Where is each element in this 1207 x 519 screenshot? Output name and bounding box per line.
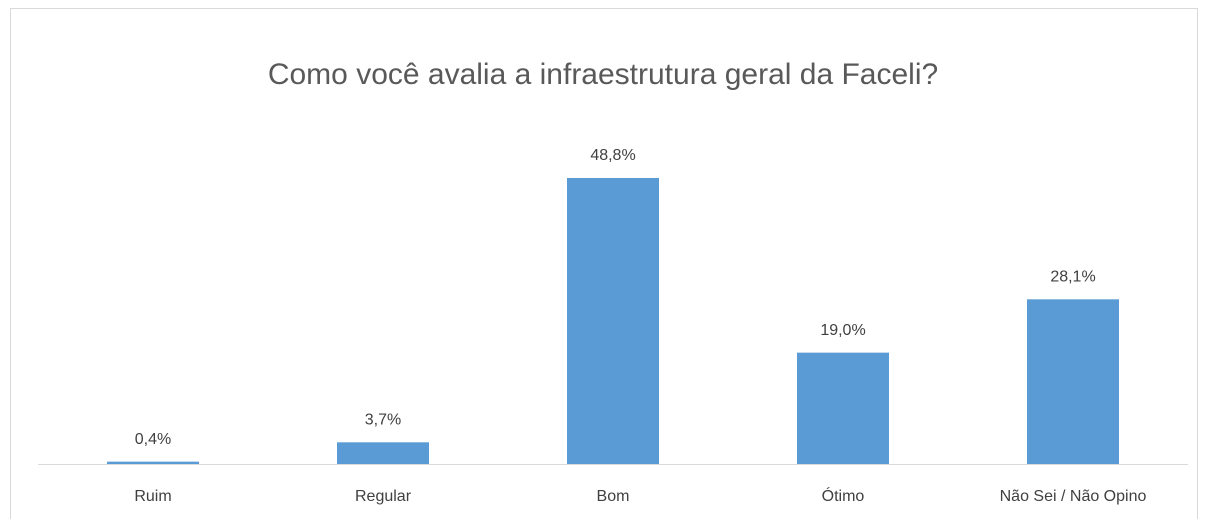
bar bbox=[567, 178, 659, 464]
data-label: 48,8% bbox=[590, 147, 635, 164]
bar bbox=[337, 442, 429, 464]
bar bbox=[107, 461, 199, 464]
x-tick-label: Ótimo bbox=[822, 486, 865, 505]
x-tick-label: Regular bbox=[355, 488, 412, 505]
bar bbox=[1027, 299, 1119, 464]
x-tick-label: Bom bbox=[597, 488, 630, 505]
data-label: 28,1% bbox=[1050, 269, 1095, 286]
data-label: 3,7% bbox=[365, 412, 401, 429]
x-tick-label: Ruim bbox=[134, 488, 171, 505]
x-tick-label: Não Sei / Não Opino bbox=[1000, 488, 1147, 505]
bar bbox=[797, 352, 889, 464]
data-label: 0,4% bbox=[135, 431, 171, 448]
chart-title: Como você avalia a infraestrutura geral … bbox=[268, 58, 938, 91]
data-label: 19,0% bbox=[820, 322, 865, 339]
